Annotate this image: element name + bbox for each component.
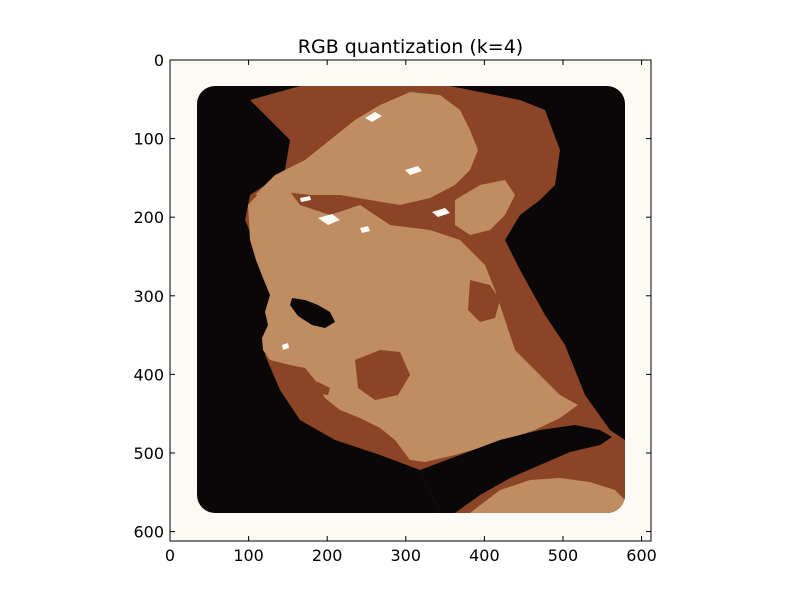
hair-highlight-region (255, 92, 478, 205)
y-tick-label: 600 (133, 523, 164, 542)
x-tick-label: 0 (165, 546, 175, 565)
y-tick-label: 400 (133, 365, 164, 384)
y-tick-label: 300 (133, 287, 164, 306)
axes-frame (169, 59, 652, 542)
x-tick-label: 200 (312, 546, 343, 565)
face-region (248, 185, 578, 462)
ear-region (468, 280, 500, 322)
y-tick-label: 200 (133, 208, 164, 227)
cheek-shadow-region (355, 350, 410, 400)
eye-shadow-region (290, 298, 335, 328)
quantized-image (197, 86, 625, 513)
x-tick-label: 400 (469, 546, 500, 565)
x-tick-label: 100 (233, 546, 264, 565)
x-tick-label: 500 (548, 546, 579, 565)
mouth-shadow-region (300, 378, 330, 395)
x-tick-label: 600 (626, 546, 657, 565)
chest-region (470, 478, 625, 513)
y-axis: 0 100 200 300 400 500 600 (133, 51, 651, 542)
y-tick-label: 0 (154, 51, 164, 70)
x-axis: 0 100 200 300 400 500 600 (165, 60, 657, 565)
shoulder-dark-region (420, 425, 612, 513)
x-tick-label: 300 (391, 546, 422, 565)
highlight-spots (282, 112, 450, 350)
hair-highlight-region-2 (455, 180, 515, 235)
y-tick-label: 100 (133, 130, 164, 149)
chart-title: RGB quantization (k=4) (298, 36, 523, 58)
y-tick-label: 500 (133, 444, 164, 463)
